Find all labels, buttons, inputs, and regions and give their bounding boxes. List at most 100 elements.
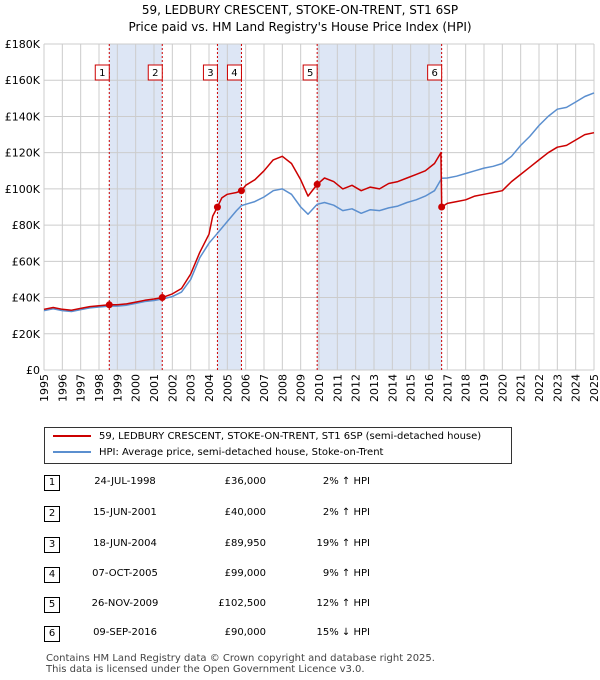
- chart-legend: 59, LEDBURY CRESCENT, STOKE-ON-TRENT, ST…: [44, 427, 512, 464]
- y-tick-label: £180K: [5, 38, 41, 51]
- sale-label-box-6: [427, 64, 443, 81]
- y-tick-label: £0: [26, 364, 40, 377]
- x-tick-label: 1995: [38, 374, 51, 402]
- transaction-number: 1: [44, 475, 60, 491]
- x-tick-label: 2001: [148, 374, 161, 402]
- x-tick-label: 2016: [423, 374, 436, 402]
- highlight-band-2: [217, 44, 242, 370]
- legend-label-hpi: HPI: Average price, semi-detached house,…: [99, 447, 384, 458]
- sale-labels: 1 2 3 4 5 6: [94, 64, 443, 81]
- transaction-row-4: 4 07-OCT-2005 £99,000 9% ↑ HPI: [0, 567, 600, 597]
- y-tick-label: £20K: [12, 328, 41, 341]
- x-tick-label: 2004: [203, 374, 216, 402]
- x-tick-label: 2009: [295, 374, 308, 402]
- transaction-date: 18-JUN-2004: [93, 538, 157, 549]
- sale-label-box-1: [94, 64, 110, 81]
- legend-label-property: 59, LEDBURY CRESCENT, STOKE-ON-TRENT, ST…: [99, 431, 482, 442]
- sale-label-3: 3: [207, 68, 213, 79]
- sale-marker-5: [313, 180, 321, 188]
- y-tick-label: £140K: [5, 110, 41, 123]
- transaction-price: £89,950: [224, 538, 266, 549]
- x-tick-label: 1997: [75, 374, 88, 402]
- transaction-price: £90,000: [224, 627, 266, 638]
- transaction-price: £99,000: [224, 568, 266, 579]
- x-tick-label: 2023: [551, 374, 564, 402]
- transaction-number: 2: [44, 506, 60, 522]
- sale-label-1: 1: [99, 68, 105, 79]
- y-tick-label: £120K: [5, 147, 41, 160]
- x-tick-label: 2017: [441, 374, 454, 402]
- title-line-1: 59, LEDBURY CRESCENT, STOKE-ON-TRENT, ST…: [141, 3, 459, 17]
- y-tick-label: £60K: [12, 255, 41, 268]
- transaction-hpi: 15% ↓ HPI: [316, 627, 370, 638]
- sale-marker-3: [213, 203, 221, 211]
- sale-marker-1: [105, 301, 113, 309]
- x-tick-label: 1998: [93, 374, 106, 402]
- transaction-hpi: 2% ↑ HPI: [322, 476, 370, 487]
- footer-line-1: Contains HM Land Registry data © Crown c…: [46, 653, 435, 664]
- transaction-price: £102,500: [218, 598, 266, 609]
- transaction-hpi: 19% ↑ HPI: [316, 538, 370, 549]
- transaction-row-3: 3 18-JUN-2004 £89,950 19% ↑ HPI: [0, 537, 600, 567]
- transaction-hpi: 12% ↑ HPI: [316, 598, 370, 609]
- transaction-row-2: 2 15-JUN-2001 £40,000 2% ↑ HPI: [0, 506, 600, 536]
- sale-label-6: 6: [431, 68, 437, 79]
- sale-marker-4: [237, 187, 245, 195]
- transaction-date: 15-JUN-2001: [93, 507, 157, 518]
- transaction-hpi: 2% ↑ HPI: [322, 507, 370, 518]
- transaction-number: 3: [44, 537, 60, 553]
- sale-label-box-4: [226, 64, 242, 81]
- price-chart: 1 2 3 4 5 6 £0 £20K £40K £60K £80K £100K £120K £140K…: [5, 38, 600, 402]
- footer-attribution: Contains HM Land Registry data © Crown c…: [46, 653, 435, 675]
- transaction-row-5: 5 26-NOV-2009 £102,500 12% ↑ HPI: [0, 597, 600, 627]
- sale-label-5: 5: [307, 68, 313, 79]
- x-tick-label: 1999: [111, 374, 124, 402]
- x-tick-label: 2002: [166, 374, 179, 402]
- x-tick-label: 2000: [130, 374, 143, 402]
- transaction-date: 07-OCT-2005: [92, 568, 158, 579]
- x-tick-label: 2006: [240, 374, 253, 402]
- sale-label-2: 2: [152, 68, 158, 79]
- y-tick-label: £80K: [12, 219, 41, 232]
- series-line-hpi: [43, 92, 595, 313]
- y-tick-label: £40K: [12, 292, 41, 305]
- x-tick-label: 2019: [478, 374, 491, 402]
- sale-marker-2: [158, 294, 166, 302]
- x-tick-label: 2022: [533, 374, 546, 402]
- sale-marker-6: [438, 203, 446, 211]
- chart-title: 59, LEDBURY CRESCENT, STOKE-ON-TRENT, ST…: [0, 2, 600, 36]
- x-tick-label: 2008: [276, 374, 289, 402]
- x-tick-label: 1996: [56, 374, 69, 402]
- transaction-number: 4: [44, 567, 60, 583]
- transaction-date: 26-NOV-2009: [91, 598, 159, 609]
- sale-label-box-3: [202, 64, 218, 81]
- x-tick-label: 2018: [460, 374, 473, 402]
- x-tick-label: 2007: [258, 374, 271, 402]
- sale-label-box-2: [147, 64, 163, 81]
- legend-swatch-hpi: [53, 451, 91, 453]
- y-tick-label: £100K: [5, 183, 41, 196]
- x-tick-label: 2024: [570, 374, 583, 402]
- transaction-date: 09-SEP-2016: [93, 627, 157, 638]
- title-line-2: Price paid vs. HM Land Registry's House …: [128, 20, 472, 34]
- transaction-number: 6: [44, 626, 60, 642]
- axis-labels: £0 £20K £40K £60K £80K £100K £120K £140K £160K £1…: [5, 38, 600, 402]
- legend-item-hpi: HPI: Average price, semi-detached house,…: [53, 445, 383, 461]
- transaction-hpi: 9% ↑ HPI: [322, 568, 370, 579]
- transaction-price: £40,000: [224, 507, 266, 518]
- y-tick-label: £160K: [5, 74, 41, 87]
- x-tick-label: 2021: [515, 374, 528, 402]
- transaction-row-1: 1 24-JUL-1998 £36,000 2% ↑ HPI: [0, 475, 600, 505]
- footer-line-2: This data is licensed under the Open Gov…: [46, 664, 365, 675]
- legend-item-property: 59, LEDBURY CRESCENT, STOKE-ON-TRENT, ST…: [53, 429, 481, 445]
- x-tick-label: 2015: [405, 374, 418, 402]
- sale-label-4: 4: [231, 68, 237, 79]
- series-line-property: [43, 131, 595, 311]
- transaction-number: 5: [44, 597, 60, 613]
- x-tick-label: 2003: [185, 374, 198, 402]
- sale-label-box-5: [302, 64, 318, 81]
- transaction-price: £36,000: [224, 476, 266, 487]
- transaction-row-6: 6 09-SEP-2016 £90,000 15% ↓ HPI: [0, 626, 600, 656]
- x-tick-label: 2014: [386, 374, 399, 402]
- x-tick-label: 2020: [496, 374, 509, 402]
